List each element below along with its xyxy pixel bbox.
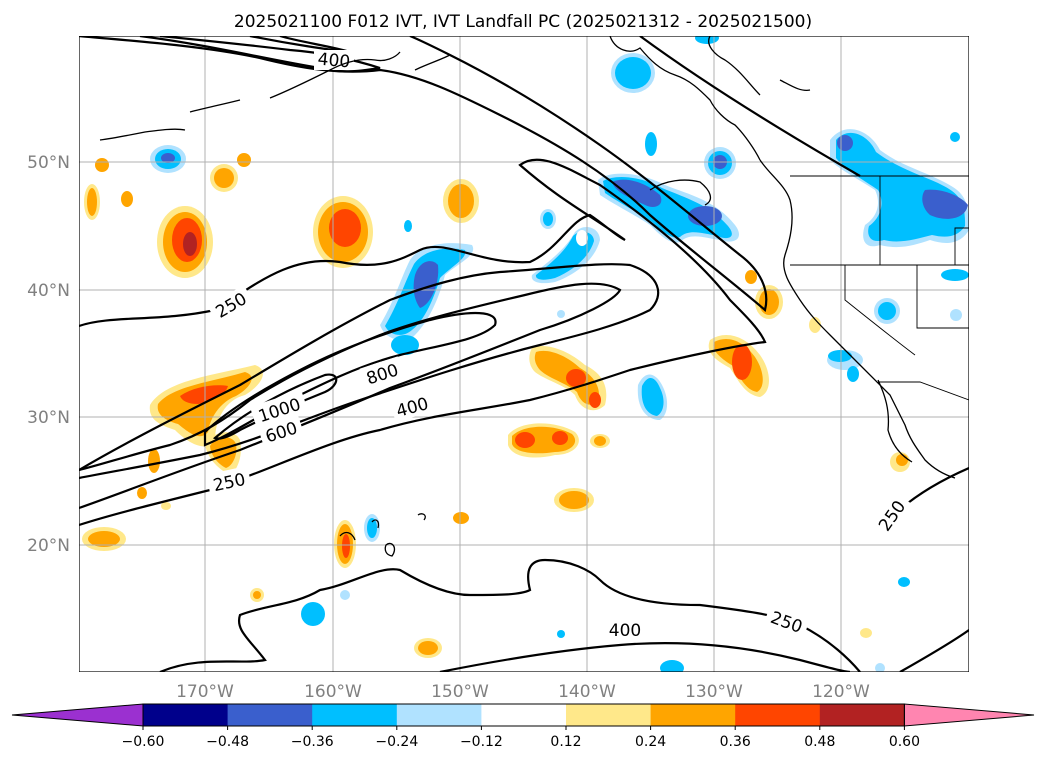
lon-label: 160°W [304,682,362,702]
lat-label: 20°N [27,536,70,556]
lon-label: 170°W [176,682,234,702]
colorbar-label: −0.48 [206,734,249,750]
colorbar-extend-high [903,703,1035,727]
longitude-labels: 170°W 160°W 150°W 140°W 130°W 120°W [176,682,870,702]
colorbar-swatch [227,704,313,726]
colorbar-swatch [312,704,398,726]
colorbar-swatch [650,704,736,726]
colorbar-label: −0.36 [291,734,334,750]
political-borders [790,175,969,401]
colorbar-swatch [566,704,652,726]
colorbar-swatch [819,704,905,726]
colorbar-swatch [481,704,567,726]
ivt-contours [79,36,969,672]
coastlines [99,36,956,557]
colorbar-label: 0.60 [889,734,920,750]
colorbar-label: 0.24 [635,734,666,750]
lat-label: 50°N [27,153,70,173]
map-area: 400 250 800 1000 600 400 250 250 400 250 [79,36,969,672]
lat-label: 30°N [27,408,70,428]
colorbar-label: −0.12 [460,734,503,750]
colorbar-frame [142,703,905,727]
colorbar-swatch [735,704,821,726]
colorbar-label: −0.24 [375,734,418,750]
colorbar-swatch [143,704,229,726]
positive-pc-regions [82,153,910,658]
colorbar: −0.60 −0.48 −0.36 −0.24 −0.12 0.12 0.24 0.36 0.4… [11,703,1035,750]
contour-label: 400 [609,621,641,641]
map-title: 2025021100 F012 IVT, IVT Landfall PC (20… [234,12,812,32]
colorbar-label: 0.48 [804,734,835,750]
lat-label: 40°N [27,281,70,301]
contour-labels: 400 250 800 1000 600 400 250 250 400 250 [206,50,913,641]
lon-label: 120°W [812,682,870,702]
lon-label: 140°W [558,682,616,702]
colorbar-extend-low [11,703,144,727]
colorbar-label: 0.36 [720,734,751,750]
colorbar-label: −0.60 [122,734,165,750]
colorbar-swatch [396,704,482,726]
colorbar-label: 0.12 [550,734,581,750]
lon-label: 150°W [431,682,489,702]
latitude-labels: 50°N 40°N 30°N 20°N [27,153,70,556]
lon-label: 130°W [685,682,743,702]
contour-label: 400 [317,50,351,73]
